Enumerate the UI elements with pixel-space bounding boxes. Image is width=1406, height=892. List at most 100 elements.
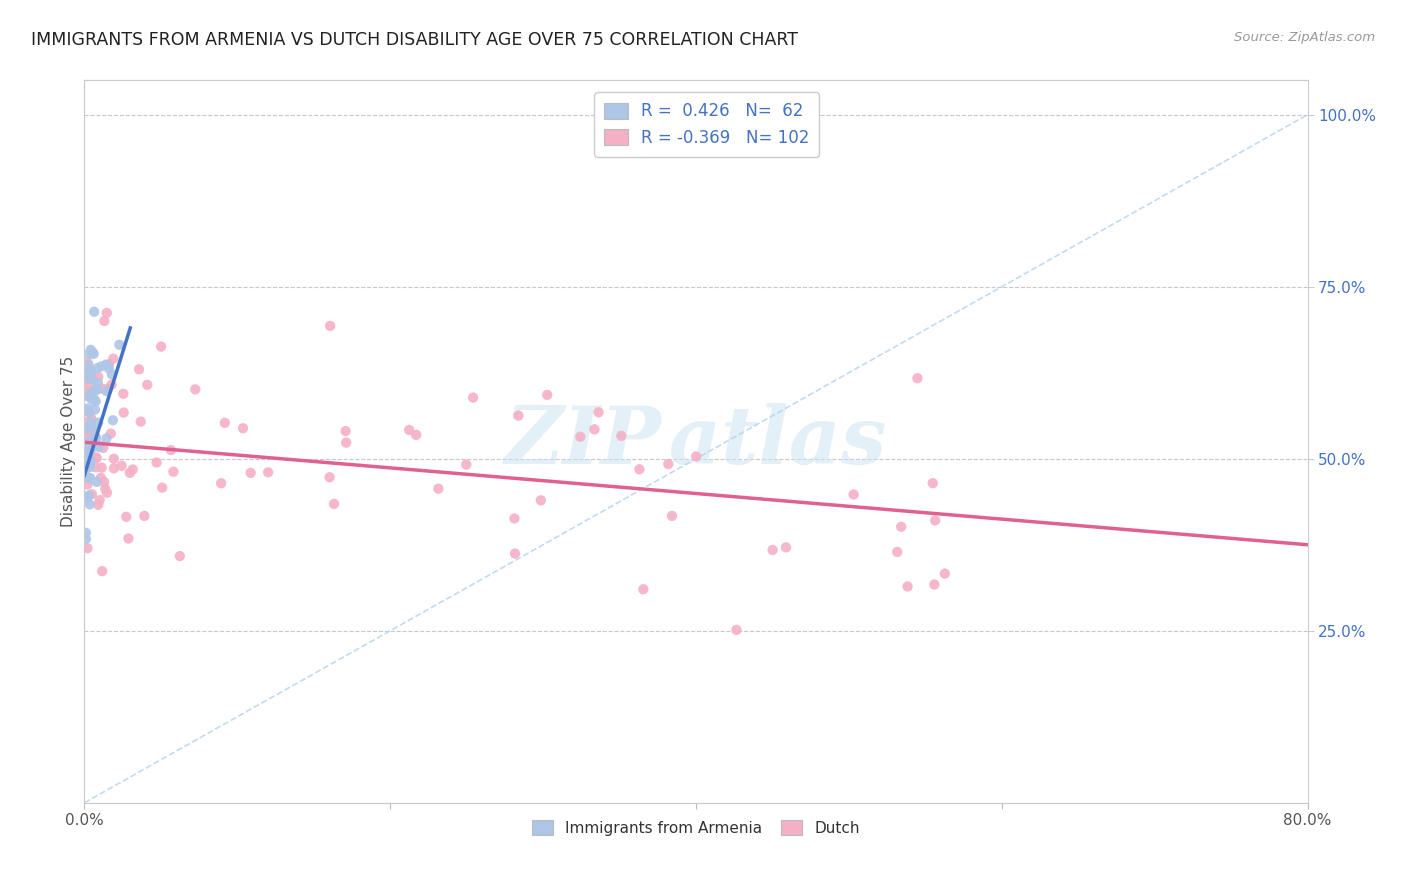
Point [91,564,114,578]
Point [398,423,420,437]
Point [111,458,134,473]
Point [76,447,98,461]
Point [77,390,100,404]
Point [76,450,98,464]
Point [83,430,105,444]
Point [503,511,526,525]
Point [80,416,103,430]
Point [80,365,103,379]
Point [82,424,104,438]
Point [79,442,101,457]
Point [90,359,112,374]
Point [77,488,100,502]
Point [896,579,918,593]
Point [924,513,946,527]
Point [80,442,103,457]
Point [76,404,98,418]
Point [97,381,120,395]
Point [335,424,357,438]
Point [75,371,97,385]
Point [101,413,124,427]
Point [77,384,100,399]
Point [924,577,946,591]
Point [94,482,117,496]
Point [503,547,526,561]
Point [79,443,101,458]
Point [80,372,103,386]
Point [456,458,478,472]
Point [214,416,236,430]
Point [685,450,707,464]
Point [117,532,139,546]
Point [90,471,112,485]
Point [79,441,101,455]
Text: ZIP atlas: ZIP atlas [505,403,887,480]
Point [86,451,108,466]
Point [150,340,173,354]
Point [75,420,97,434]
Point [108,338,131,352]
Point [84,383,107,397]
Point [76,439,98,453]
Point [136,377,159,392]
Point [150,481,173,495]
Point [75,448,97,462]
Point [76,477,98,491]
Point [87,416,110,430]
Point [83,392,105,407]
Point [427,482,450,496]
Text: IMMIGRANTS FROM ARMENIA VS DUTCH DISABILITY AGE OVER 75 CORRELATION CHART: IMMIGRANTS FROM ARMENIA VS DUTCH DISABIL… [31,31,799,49]
Point [79,405,101,419]
Point [536,388,558,402]
Point [128,362,150,376]
Point [79,454,101,468]
Point [103,461,125,475]
Point [569,430,592,444]
Point [79,471,101,485]
Point [232,421,254,435]
Point [103,451,125,466]
Point [75,462,97,476]
Point [75,532,97,546]
Point [91,441,114,455]
Point [87,438,110,452]
Point [79,497,101,511]
Point [184,383,207,397]
Point [82,429,104,443]
Point [100,426,122,441]
Point [83,347,105,361]
Point [934,566,956,581]
Point [145,455,167,469]
Point [907,371,929,385]
Point [77,471,100,485]
Point [96,485,118,500]
Point [89,440,111,454]
Point [80,392,103,406]
Point [83,402,105,417]
Point [82,371,104,385]
Point [83,305,105,319]
Point [93,314,115,328]
Point [239,466,262,480]
Point [87,498,110,512]
Point [76,415,98,429]
Point [96,432,118,446]
Point [77,387,100,401]
Point [79,456,101,470]
Point [76,366,98,380]
Point [94,358,117,372]
Point [75,454,97,468]
Point [461,391,484,405]
Point [84,394,107,409]
Point [169,549,191,563]
Point [121,462,143,476]
Point [80,411,103,425]
Point [657,457,679,471]
Point [610,429,633,443]
Point [89,493,111,508]
Point [762,543,785,558]
Point [75,446,97,460]
Point [84,460,107,475]
Point [90,460,112,475]
Point [77,346,100,360]
